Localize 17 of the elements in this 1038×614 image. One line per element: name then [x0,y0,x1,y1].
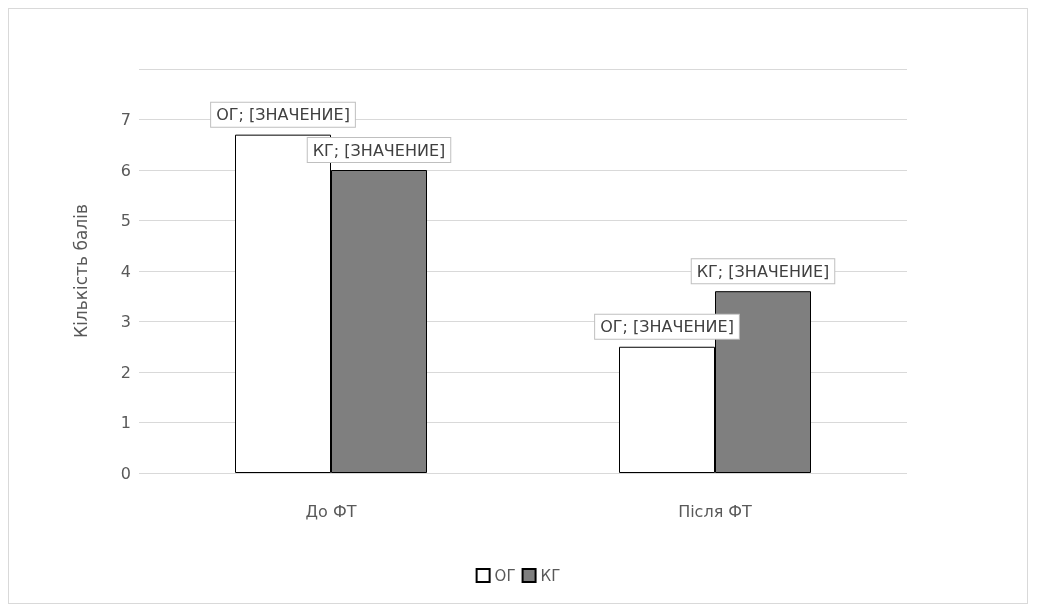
x-tick-label: До ФТ [305,501,357,521]
y-tick-label: 0 [120,463,131,483]
data-label: КГ; [ЗНАЧЕНИЕ] [312,140,446,160]
y-tick-label: 1 [120,413,131,432]
y-tick-label: 5 [120,211,131,230]
data-label: ОГ; [ЗНАЧЕНИЕ] [600,317,734,337]
y-tick-label: 2 [120,362,131,382]
data-label: ОГ; [ЗНАЧЕНИЕ] [216,105,350,125]
y-axis-title: Кількість балів [70,204,91,338]
legend-label: ОГ [494,566,516,585]
y-tick-label: 3 [120,312,131,331]
y-tick-label: 4 [120,261,131,281]
y-tick-label: 6 [120,160,131,180]
data-label: КГ; [ЗНАЧЕНИЕ] [696,261,830,281]
legend-label: КГ [540,566,561,585]
x-tick-label: Після ФТ [678,501,753,521]
y-tick-label: 7 [120,110,131,129]
